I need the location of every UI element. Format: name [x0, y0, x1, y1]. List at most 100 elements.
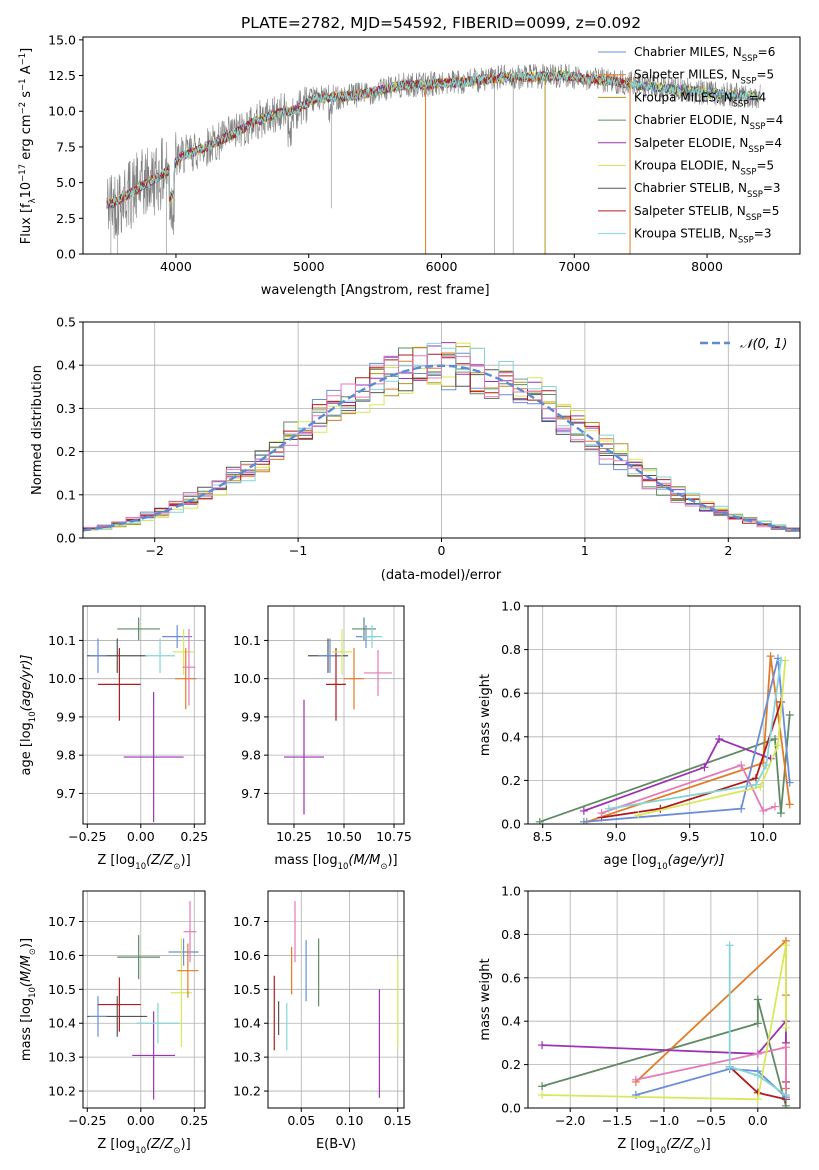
age-z-tick-label-y: 9.8 — [56, 748, 76, 763]
mass-z-xlabel-part: 10 — [135, 1146, 146, 1156]
spectrum-plot — [106, 63, 761, 254]
weight-z-series-line — [728, 945, 787, 1096]
weight-z-xlabel-part: Z [log — [617, 1137, 655, 1152]
weight-age-tick-label-y: 0.0 — [501, 817, 521, 832]
mass-z-tick-label-y: 10.2 — [48, 1084, 76, 1099]
mass-ebv-plot — [273, 901, 399, 1098]
weight-age-point-marker — [766, 652, 775, 661]
age-mass-tick-label-y: 10.1 — [233, 633, 261, 648]
weight-z-point-marker — [725, 941, 734, 950]
weight-age-series-line — [539, 714, 791, 823]
legend-label: Kroupa MILES, NSSP=4 — [634, 90, 766, 109]
weight-age-point-marker — [771, 802, 780, 811]
weight-z-point-marker — [631, 1075, 640, 1084]
age-z-tick-label-x: 0.00 — [127, 829, 155, 844]
histogram-tick-label-y: 0.2 — [56, 444, 76, 459]
legend-label: Kroupa ELODIE, NSSP=5 — [634, 159, 774, 178]
legend-label: Chabrier MILES, NSSP=6 — [634, 45, 775, 64]
mass-z-tick-label-y: 10.5 — [48, 982, 76, 997]
mass-z-xlabel: Z [log10(Z/Z⊙)] — [97, 1137, 190, 1156]
legend-label-part: =6 — [758, 45, 776, 59]
legend-label-part: Salpeter STELIB, N — [634, 204, 746, 218]
weight-z-tick-label-x: −1.5 — [602, 1113, 632, 1128]
legend-label-part: SSP — [747, 190, 763, 200]
age-z-tick-label-y: 10.0 — [48, 671, 76, 686]
mass-ebv-frame — [267, 890, 405, 1109]
weight-z-tick-label-y: 0.2 — [501, 1057, 521, 1072]
mass-ebv-tick-label-y: 10.6 — [233, 948, 261, 963]
weight-age-series-line — [583, 737, 771, 812]
weight-z-point-marker — [753, 1095, 762, 1104]
histogram-ylabel: Normed distribution — [30, 365, 45, 495]
mass-ebv-tick-label-y: 10.7 — [233, 914, 261, 929]
spectrum-tick-label-x: 4000 — [160, 259, 192, 274]
weight-age-panel: 8.5 9.0 9.5 10.0 0.0 0.2 0.4 0.6 0.8 1.0 age [log1… — [478, 599, 801, 872]
weight-z-plot — [538, 936, 790, 1108]
weight-age-point-marker — [756, 782, 765, 791]
mass-z-ylabel-part: ⊙ — [28, 948, 38, 955]
legend-label-part: =5 — [756, 68, 774, 82]
weight-age-xlabel: age [log10(age/yr)] — [604, 853, 725, 872]
histogram-legend-label: 𝒩(0, 1) — [740, 337, 787, 352]
spectrum-ylabel-part: λ — [28, 198, 38, 203]
weight-age-series-line — [638, 660, 787, 817]
weight-z-tick-label-y: 0.6 — [501, 970, 521, 985]
legend-label-part: SSP — [748, 145, 764, 155]
weight-age-point-marker — [634, 811, 643, 820]
histogram-xlabel: (data-model)/error — [381, 568, 502, 583]
spectrum-tick-label-y: 10.0 — [48, 104, 76, 119]
legend-label-part: Chabrier MILES, N — [634, 45, 742, 59]
mass-ebv-xlabel-part: E(B-V) — [316, 1137, 356, 1152]
mass-z-xlabel-part: )] — [181, 1137, 191, 1152]
legend-label-part: =5 — [762, 204, 780, 218]
spectrum-ylabel: Flux [fλ10−17 erg cm−2 s−1 A−1] — [18, 48, 38, 244]
mass-z-frame — [82, 890, 206, 1109]
weight-age-tick-label-y: 0.8 — [501, 642, 521, 657]
spectrum-tick-label-y: 12.5 — [48, 68, 76, 83]
weight-age-tick-label-y: 0.6 — [501, 686, 521, 701]
legend-label-part: Salpeter ELODIE, N — [634, 136, 748, 150]
mass-ebv-xlabel: E(B-V) — [316, 1137, 356, 1152]
age-z-xlabel-part: 10 — [135, 862, 146, 872]
weight-z-point-marker — [781, 941, 790, 950]
age-z-tick-label-x: −0.25 — [68, 829, 106, 844]
weight-age-point-marker — [715, 734, 724, 743]
legend-label-part: Kroupa STELIB, N — [634, 227, 738, 241]
age-mass-xlabel-part: )] — [387, 853, 397, 868]
spectrum-tick-label-y: 7.5 — [56, 139, 76, 154]
mass-z-plot — [87, 901, 199, 1100]
mass-z-tick-label-y: 10.3 — [48, 1050, 76, 1065]
weight-age-point-marker — [737, 804, 746, 813]
spectrum-ylabel-part: −1 — [18, 78, 28, 91]
age-z-frame — [82, 605, 206, 825]
spectrum-ylabel-part: −17 — [18, 164, 28, 182]
weight-z-tick-label-x: −0.5 — [696, 1113, 726, 1128]
weight-age-point-marker — [785, 778, 794, 787]
weight-z-point-marker — [781, 1043, 790, 1052]
age-z-tick-label-y: 9.9 — [56, 709, 76, 724]
weight-z-point-marker — [781, 1023, 790, 1032]
weight-age-point-marker — [700, 763, 709, 772]
mass-z-ylabel-part: )] — [19, 938, 34, 948]
weight-z-series-line — [542, 945, 787, 1101]
weight-age-tick-label-y: 0.2 — [501, 773, 521, 788]
spectrum-panel: 4000 5000 6000 7000 8000 0.0 2.5 5.0 7.5 10.0 12.5… — [18, 32, 801, 298]
mass-z-ylabel-part: mass [log — [19, 998, 34, 1061]
weight-age-point-marker — [776, 656, 785, 665]
weight-age-tick-label-x: 8.5 — [533, 829, 553, 844]
weight-z-tick-label-x: −2.0 — [555, 1113, 585, 1128]
weight-age-tick-label-x: 10.0 — [749, 829, 777, 844]
histogram-tick-label-y: 0.4 — [56, 358, 76, 373]
spectrum-data-line — [106, 63, 761, 240]
age-mass-frame — [267, 605, 405, 825]
legend-label-part: SSP — [750, 122, 766, 132]
weight-age-plot — [535, 652, 794, 824]
weight-age-point-marker — [579, 817, 588, 824]
histogram-tick-label-y: 0.1 — [56, 487, 76, 502]
legend-label-part: SSP — [738, 236, 754, 246]
age-mass-tick-label-y: 9.8 — [241, 748, 261, 763]
weight-z-panel: −2.0 −1.5 −1.0 −0.5 0.0 0.0 0.2 0.4 0.6 0.8 1.0 Z [… — [478, 884, 801, 1156]
histogram-tick-label-x: 1 — [581, 543, 589, 558]
spectrum-tick-label-y: 15.0 — [48, 32, 76, 47]
legend-label-part: =3 — [754, 227, 772, 241]
